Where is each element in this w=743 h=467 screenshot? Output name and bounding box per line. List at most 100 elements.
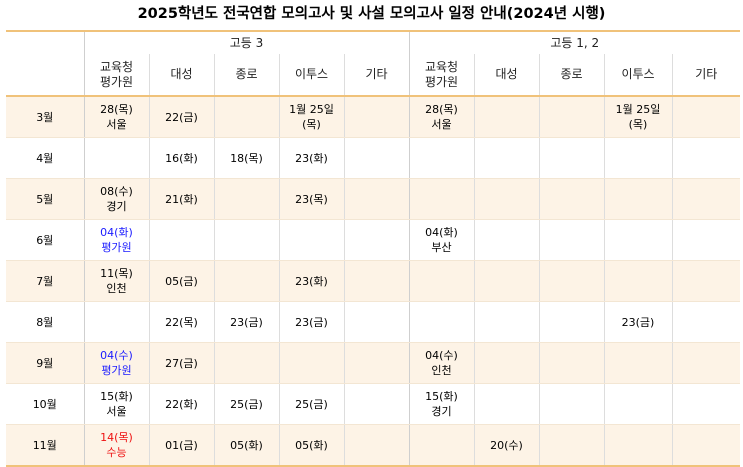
- text-line: 20(수): [490, 438, 523, 452]
- text-line: 6월: [36, 233, 54, 247]
- schedule-cell: 23(금): [213, 301, 279, 343]
- schedule-cell: [671, 137, 740, 179]
- schedule-cell: [343, 424, 409, 467]
- schedule-cell: [408, 137, 474, 179]
- text-line: 05(금): [165, 274, 198, 288]
- schedule-cell: [473, 342, 539, 384]
- schedule-cell: [538, 424, 604, 467]
- schedule-cell: 11(목) 인천: [83, 260, 149, 302]
- schedule-cell: [538, 383, 604, 425]
- schedule-cell: 23(금): [603, 301, 672, 343]
- schedule-cell: [343, 96, 409, 138]
- text-line: 평가원: [101, 364, 132, 377]
- month-header-blank: [6, 54, 84, 97]
- schedule-cell: [473, 301, 539, 343]
- schedule-cell: [603, 260, 672, 302]
- month-label: 8월: [6, 301, 84, 343]
- schedule-cell: [83, 301, 149, 343]
- table-row: 9월 04(수) 평가원 27(금) 04(수) 인천: [6, 342, 740, 384]
- text-line: (목): [302, 118, 321, 131]
- text-line: 인천: [431, 364, 452, 377]
- schedule-cell: [148, 219, 214, 261]
- schedule-cell: [213, 178, 279, 220]
- schedule-cell: [408, 424, 474, 467]
- schedule-cell: [538, 219, 604, 261]
- schedule-cell: [671, 301, 740, 343]
- month-label: 3월: [6, 96, 84, 138]
- text-line: 04(수): [425, 349, 458, 362]
- schedule-cell: [671, 383, 740, 425]
- text-line: 3월: [36, 110, 54, 124]
- table-row: 6월 04(화) 평가원 04(화) 부산: [6, 219, 740, 261]
- schedule-cell: [603, 424, 672, 467]
- schedule-cell: [473, 96, 539, 138]
- text-line: 23(목): [295, 192, 328, 206]
- text-line: 평가원: [99, 74, 134, 89]
- schedule-cell: 23(화): [278, 137, 344, 179]
- schedule-cell: [213, 96, 279, 138]
- table-row: 10월 15(화) 서울 22(화) 25(금) 25(금) 15(화) 경기: [6, 383, 740, 425]
- schedule-cell: [603, 137, 672, 179]
- schedule-cell: [213, 260, 279, 302]
- schedule-cell: 15(화) 서울: [83, 383, 149, 425]
- column-header: 기타: [343, 54, 409, 97]
- schedule-cell: [473, 383, 539, 425]
- text-line: 15(화): [425, 390, 458, 403]
- schedule-cell: [473, 260, 539, 302]
- schedule-cell: 05(화): [213, 424, 279, 467]
- month-label: 6월: [6, 219, 84, 261]
- schedule-cell: 23(금): [278, 301, 344, 343]
- schedule-cell: [343, 383, 409, 425]
- text-line: 부산: [431, 241, 452, 254]
- schedule-cell: [603, 383, 672, 425]
- schedule-cell: 04(화) 평가원: [83, 219, 149, 261]
- text-line: 22(금): [165, 110, 198, 124]
- month-label: 7월: [6, 260, 84, 302]
- text-line: 23(금): [621, 315, 655, 329]
- text-line: 종로: [235, 67, 258, 81]
- schedule-cell: 25(금): [278, 383, 344, 425]
- schedule-cell: [671, 96, 740, 138]
- text-line: 평가원: [101, 241, 132, 254]
- month-label: 4월: [6, 137, 84, 179]
- schedule-cell: 05(화): [278, 424, 344, 467]
- group-header-grade3: 고등 3: [83, 30, 409, 54]
- schedule-cell: [278, 342, 344, 384]
- schedule-cell: [473, 137, 539, 179]
- text-line: 04(화): [100, 226, 133, 239]
- schedule-cell: 05(금): [148, 260, 214, 302]
- schedule-cell: [473, 219, 539, 261]
- column-header: 종로: [213, 54, 279, 97]
- schedule-table: 고등 3 고등 1, 2 교육청 평가원 대성 종로 이투스 기타 교육청 평가원 대성 종로 이투…: [6, 30, 740, 467]
- text-line: 기타: [695, 67, 718, 81]
- text-line: 21(화): [165, 192, 198, 206]
- text-line: 1월 25일: [615, 103, 661, 116]
- text-line: 교육청: [424, 59, 459, 74]
- schedule-cell: [538, 342, 604, 384]
- text-line: 18(목): [230, 151, 263, 165]
- text-line: 01(금): [165, 438, 198, 452]
- text-line: 종로: [560, 67, 583, 81]
- schedule-cell: [343, 301, 409, 343]
- text-line: 23(금): [295, 315, 328, 329]
- month-header-corner: [6, 30, 84, 54]
- month-label: 9월: [6, 342, 84, 384]
- text-line: 5월: [36, 192, 54, 206]
- text-line: 23(금): [230, 315, 263, 329]
- column-header: 이투스: [278, 54, 344, 97]
- schedule-cell: 22(목): [148, 301, 214, 343]
- schedule-cell: [671, 178, 740, 220]
- text-line: 11(목): [100, 267, 133, 280]
- text-line: 서울: [431, 118, 452, 131]
- schedule-cell: 16(화): [148, 137, 214, 179]
- text-line: 고등 1, 2: [550, 35, 600, 50]
- column-header: 기타: [671, 54, 740, 97]
- schedule-cell: [538, 301, 604, 343]
- schedule-cell: [603, 219, 672, 261]
- text-line: 04(화): [425, 226, 458, 239]
- text-line: 1월 25일: [289, 103, 334, 116]
- text-line: 서울: [106, 405, 127, 418]
- schedule-cell: [538, 178, 604, 220]
- schedule-cell: 04(수) 인천: [408, 342, 474, 384]
- group-header-row: 고등 3 고등 1, 2: [6, 30, 740, 54]
